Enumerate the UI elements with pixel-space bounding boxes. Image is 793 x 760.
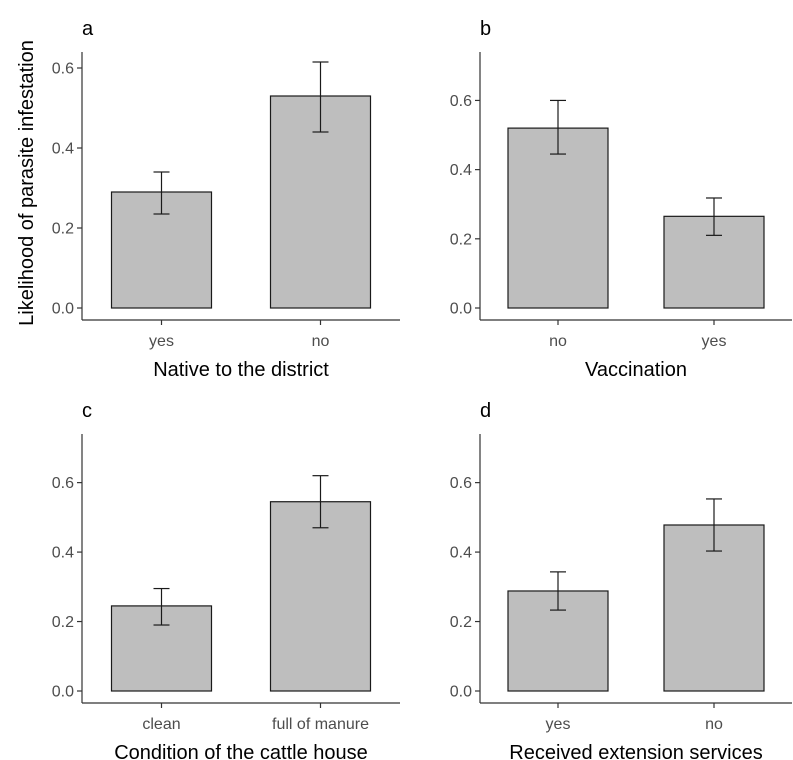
x-tick-label: no bbox=[312, 333, 330, 350]
y-tick-label: 0.0 bbox=[450, 301, 472, 318]
panel-letter-b: b bbox=[480, 18, 491, 40]
y-tick-label: 0.2 bbox=[52, 614, 74, 631]
panel-letter-a: a bbox=[82, 18, 94, 40]
panel-b: b 0.0 0.2 0.4 0.6 no yes Vaccination bbox=[450, 18, 792, 381]
y-tick-label: 0.4 bbox=[52, 141, 74, 158]
x-axis-title-b: Vaccination bbox=[585, 359, 687, 381]
y-tick-label: 0.4 bbox=[450, 545, 472, 562]
y-tick-label: 0.6 bbox=[52, 475, 74, 492]
bar-b-0 bbox=[507, 127, 609, 309]
panel-c: c 0.0 0.2 0.4 0.6 clean full of manure Conditio… bbox=[52, 400, 400, 760]
bar-d-1 bbox=[663, 524, 765, 692]
y-tick-label: 0.4 bbox=[52, 545, 74, 562]
x-axis-title-d: Received extension services bbox=[509, 742, 762, 760]
y-tick-label: 0.2 bbox=[450, 231, 472, 248]
x-tick-label: no bbox=[549, 333, 567, 350]
bar-c-1 bbox=[269, 501, 372, 692]
y-tick-label: 0.2 bbox=[450, 614, 472, 631]
panel-letter-c: c bbox=[82, 400, 92, 422]
y-tick-label: 0.0 bbox=[52, 684, 74, 701]
x-axis-title-a: Native to the district bbox=[153, 359, 329, 381]
x-tick-label: yes bbox=[149, 333, 174, 350]
panel-d: d 0.0 0.2 0.4 0.6 yes no Received extension ser… bbox=[450, 400, 792, 760]
y-tick-label: 0.0 bbox=[450, 684, 472, 701]
y-tick-label: 0.0 bbox=[52, 301, 74, 318]
y-tick-label: 0.6 bbox=[52, 61, 74, 78]
panel-letter-d: d bbox=[480, 400, 491, 422]
x-tick-label: yes bbox=[702, 333, 727, 350]
y-tick-label: 0.6 bbox=[450, 475, 472, 492]
x-tick-label: full of manure bbox=[272, 716, 369, 733]
y-tick-label: 0.6 bbox=[450, 93, 472, 110]
x-tick-label: no bbox=[705, 716, 723, 733]
x-tick-label: clean bbox=[142, 716, 180, 733]
x-axis-title-c: Condition of the cattle house bbox=[114, 742, 368, 760]
y-tick-label: 0.4 bbox=[450, 162, 472, 179]
x-tick-label: yes bbox=[546, 716, 571, 733]
panel-a: a 0.0 0.2 0.4 0.6 yes no Native to the district bbox=[52, 18, 400, 381]
y-tick-label: 0.2 bbox=[52, 221, 74, 238]
y-axis-title: Likelihood of parasite infestation bbox=[16, 40, 38, 326]
